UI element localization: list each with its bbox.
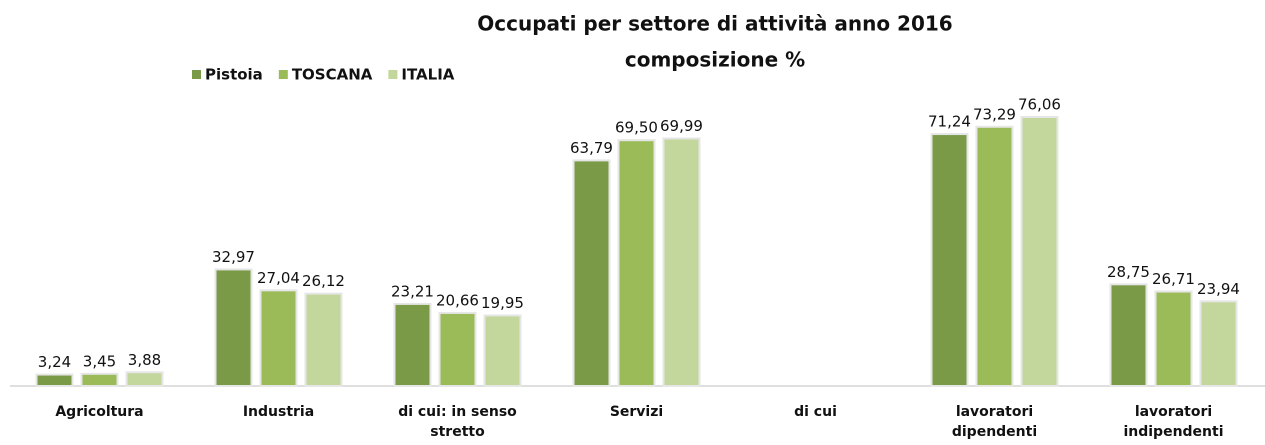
bar xyxy=(80,372,119,388)
x-tick-label: di cui xyxy=(794,404,837,420)
value-label: 73,29 xyxy=(973,105,1016,123)
value-label: 76,06 xyxy=(1018,96,1061,114)
x-tick-label: lavoratori dipendenti xyxy=(951,404,1038,440)
legend-label: Pistoia xyxy=(205,66,263,84)
value-label: 32,97 xyxy=(212,248,255,266)
value-label: 27,04 xyxy=(257,269,300,287)
bar xyxy=(259,289,298,387)
value-label: 63,79 xyxy=(570,139,613,157)
chart-subtitle: composizione % xyxy=(625,48,805,72)
value-label: 23,21 xyxy=(391,282,434,300)
bar xyxy=(304,292,343,388)
value-label: 19,95 xyxy=(481,294,524,312)
value-label: 26,12 xyxy=(302,272,345,290)
bar xyxy=(214,268,253,387)
bar xyxy=(617,139,656,387)
x-tick-label: Agricoltura xyxy=(55,404,144,420)
value-label: 26,71 xyxy=(1152,270,1195,288)
bar xyxy=(930,133,969,387)
bar xyxy=(1199,300,1238,388)
value-label: 3,45 xyxy=(83,352,116,370)
bar xyxy=(1020,116,1059,387)
value-label: 23,94 xyxy=(1197,280,1240,298)
legend-label: ITALIA xyxy=(401,66,454,84)
value-label: 69,50 xyxy=(615,119,658,137)
value-label: 28,75 xyxy=(1107,263,1150,281)
chart-title: Occupati per settore di attività anno 20… xyxy=(477,12,952,36)
x-tick-label: lavoratori indipendenti xyxy=(1123,404,1224,440)
bar xyxy=(35,373,74,387)
bar xyxy=(572,159,611,387)
legend-swatch xyxy=(192,70,201,79)
bar xyxy=(438,311,477,387)
bar xyxy=(125,371,164,388)
bar xyxy=(483,314,522,388)
bar xyxy=(393,302,432,388)
value-label: 71,24 xyxy=(928,113,971,131)
value-label: 69,99 xyxy=(660,117,703,135)
value-label: 20,66 xyxy=(436,291,479,309)
bar xyxy=(975,125,1014,388)
x-tick-label: Industria xyxy=(242,404,315,420)
legend-swatch xyxy=(278,70,288,79)
bar xyxy=(1109,283,1148,387)
value-label: 3,24 xyxy=(38,353,71,371)
x-tick-label: Servizi xyxy=(609,404,664,420)
bar xyxy=(1154,290,1193,388)
value-label: 3,88 xyxy=(128,351,161,369)
bar xyxy=(662,137,701,387)
x-tick-label: di cui: in senso stretto xyxy=(398,404,517,440)
legend-swatch xyxy=(388,70,398,79)
legend-label: TOSCANA xyxy=(292,66,373,84)
